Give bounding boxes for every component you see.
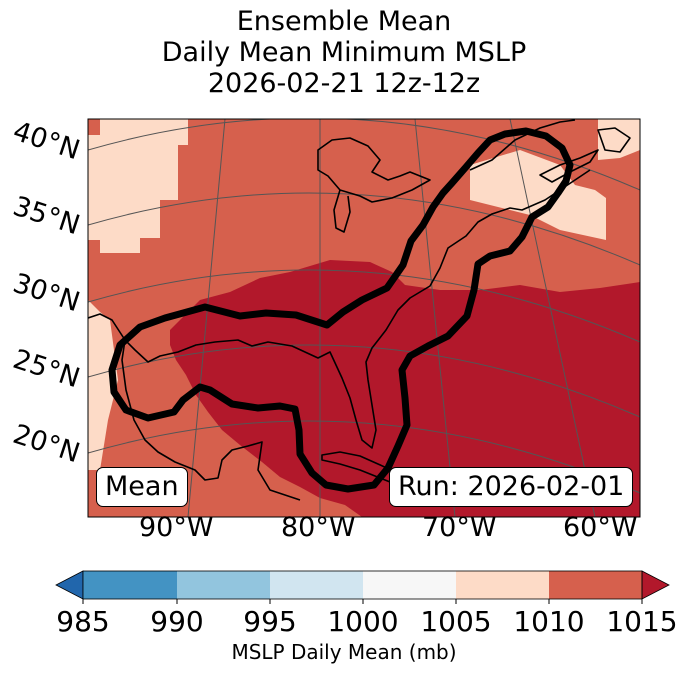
colorbar-segment-990-995 <box>177 571 270 599</box>
lon-line-60 <box>509 119 596 517</box>
lon-label-80: 80°W <box>281 512 356 543</box>
colorbar-segment-1000-1005 <box>363 571 456 599</box>
lon-label-60: 60°W <box>563 512 638 543</box>
colorbar-extend-high <box>641 570 670 600</box>
title-line-2: Daily Mean Minimum MSLP <box>161 37 527 68</box>
title-line-1: Ensemble Mean <box>236 6 452 37</box>
colorbar-segment-1010-1015 <box>549 571 642 599</box>
run-date-box: Run: 2026-02-01 <box>389 467 634 507</box>
colorbar-ticks <box>82 599 643 604</box>
coast-lake-michigan <box>333 189 351 233</box>
colorbar-label: MSLP Daily Mean (mb) <box>231 640 457 664</box>
lon-label-90: 90°W <box>139 512 214 543</box>
map-frame <box>87 118 641 518</box>
coast-nova-scotia <box>539 149 599 183</box>
pressure-field-1005-1010-southwest <box>88 300 118 470</box>
colorbar-segment-985-990 <box>83 571 177 599</box>
colorbar-segment-1005-1010 <box>456 571 549 599</box>
colorbar-segment-995-1000 <box>270 571 363 599</box>
colorbar <box>55 570 670 604</box>
coast-newfoundland <box>597 127 631 153</box>
lat-line-25 <box>88 344 640 418</box>
title-line-3: 2026-02-21 12z-12z <box>207 68 481 99</box>
lat-line-35 <box>88 192 640 266</box>
mean-label-box: Mean <box>96 467 188 507</box>
colorbar-tick-990: 990 <box>150 605 204 638</box>
colorbar-tick-1015: 1015 <box>606 605 678 638</box>
lat-line-20 <box>88 420 640 494</box>
colorbar-tick-1010: 1010 <box>513 605 585 638</box>
lon-line-90 <box>187 119 226 517</box>
colorbar-tick-1000: 1000 <box>327 605 399 638</box>
lat-line-40 <box>88 119 640 191</box>
colorbar-tick-1005: 1005 <box>420 605 492 638</box>
colorbar-tick-985: 985 <box>56 605 110 638</box>
lon-label-70: 70°W <box>422 512 497 543</box>
colorbar-extend-low <box>55 570 84 600</box>
pressure-field-1005-1010-northeast <box>470 150 606 240</box>
pressure-field-1005-1010-west <box>88 119 188 253</box>
coast-gulf-east-atlantic <box>88 169 591 449</box>
coast-great-lakes <box>317 137 431 203</box>
contour-1010 <box>108 127 574 493</box>
lat-line-30 <box>88 269 640 343</box>
colorbar-tick-995: 995 <box>243 605 297 638</box>
